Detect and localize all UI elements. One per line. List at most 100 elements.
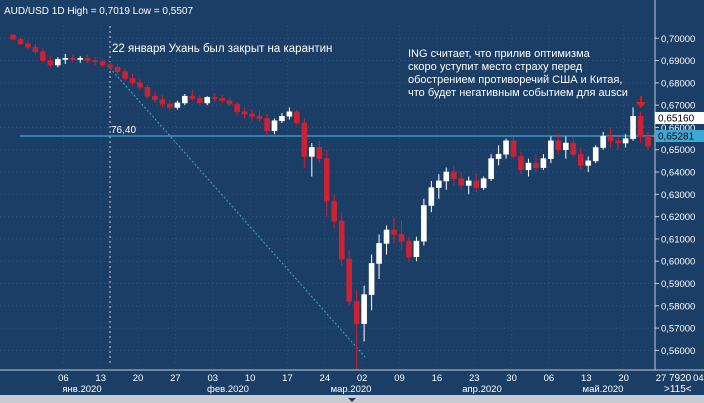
symbol-header: AUD/USD 1D High = 0,7019 Low = 0,5507 — [4, 6, 193, 17]
candle-body — [578, 154, 583, 165]
candle-body — [212, 97, 217, 98]
candle-body — [519, 156, 524, 169]
candle-body — [167, 104, 172, 107]
candle-body — [421, 205, 426, 241]
candle-body — [279, 116, 284, 120]
candle-body — [571, 143, 576, 154]
candle-body — [250, 114, 255, 116]
candle-body — [392, 230, 397, 234]
candle-body — [85, 58, 90, 60]
x-tick-label: 03 — [207, 373, 218, 384]
candle-body — [332, 201, 337, 221]
candle-body — [586, 161, 591, 165]
candle-body — [93, 61, 98, 62]
offset-indicator: >115< — [664, 384, 692, 395]
candle-body — [18, 39, 23, 43]
y-tick-label: 0,69000 — [661, 56, 695, 67]
candle-body — [130, 78, 135, 82]
wuhan-annotation: 22 января Ухань был закрыт на карантин — [112, 43, 332, 55]
x-tick-label: 16 — [432, 373, 443, 384]
x-month-label: май.2020 — [583, 384, 624, 395]
ing-annotation-line-1: ING считает, что прилив оптимизма — [408, 48, 591, 60]
candle-body — [451, 172, 456, 179]
y-tick-label: 0,56000 — [661, 346, 695, 357]
x-month-label: янв.2020 — [62, 384, 101, 395]
y-tick-label: 0,70000 — [661, 34, 695, 45]
candle-body — [481, 179, 486, 188]
candle-body — [377, 243, 382, 263]
candle-body — [257, 116, 262, 118]
y-axis-labels: 0,70000 0,69000 0,68000 0,67000 0,66000 0,650… — [655, 34, 695, 357]
x-tick-label: 30 — [506, 373, 517, 384]
candle-body — [444, 172, 449, 181]
candle-body — [175, 103, 180, 107]
candle-body — [123, 72, 128, 79]
y-tick-label: 0,65000 — [661, 145, 695, 156]
x-month-label: фев.2020 — [207, 384, 249, 395]
x-tick-label: 09 — [394, 373, 405, 384]
last-price-tag: 0,65160 — [655, 112, 704, 125]
x-tick-label: 13 — [581, 373, 592, 384]
candle-body — [70, 58, 75, 59]
candle-body — [294, 112, 299, 123]
x-tick-label: 24 — [320, 373, 331, 384]
candle-body — [220, 98, 225, 100]
x-tick-label: 13 — [95, 373, 106, 384]
candle-body — [511, 141, 516, 157]
candle-body — [362, 295, 367, 324]
y-tick-label: 0,61000 — [661, 234, 695, 245]
x-tick-label: 27 — [656, 373, 667, 384]
x-tick-label: 20 — [618, 373, 629, 384]
candle-body — [504, 141, 509, 154]
x-tick-label: 06 — [58, 373, 69, 384]
x-tick-label: 20 — [133, 373, 144, 384]
candle-body — [242, 112, 247, 114]
candle-body — [272, 121, 277, 131]
candle-body — [541, 159, 546, 168]
candle-body — [48, 61, 53, 65]
candle-body — [646, 136, 651, 146]
candle-body — [616, 141, 621, 143]
ing-annotation-line-4: что будет негативным событием для ausси — [408, 87, 628, 99]
candle-body — [115, 67, 120, 71]
x-tick-label: 04 — [693, 373, 704, 384]
candle-body — [145, 87, 150, 96]
x-tick-label: 23 — [469, 373, 480, 384]
candle-body — [33, 47, 38, 51]
candle-body — [489, 159, 494, 179]
candle-body — [152, 96, 157, 99]
candle-body — [429, 188, 434, 206]
candle-body — [302, 123, 307, 156]
candle-body — [354, 301, 359, 323]
candle-body — [324, 159, 329, 201]
candle-body — [227, 101, 232, 104]
y-tick-label: 0,68000 — [661, 78, 695, 89]
candle-body — [25, 44, 30, 47]
level-price-tag: 0,65281 — [655, 130, 704, 143]
candle-body — [369, 263, 374, 294]
candle-body — [608, 136, 613, 140]
candle-body — [108, 65, 113, 67]
candle-body — [533, 163, 538, 167]
x-tick-label: 02 — [357, 373, 368, 384]
candle-body — [55, 59, 60, 65]
level-label: 76,40 — [111, 125, 136, 136]
candle-body — [182, 96, 187, 103]
bar-count: 7920 — [669, 373, 692, 384]
x-tick-label: 27 — [170, 373, 181, 384]
candle-body — [496, 154, 501, 158]
candle-body — [205, 97, 210, 103]
candle-body — [317, 148, 322, 159]
candle-body — [548, 141, 553, 159]
candle-body — [235, 104, 240, 112]
y-tick-label: 0,60000 — [661, 257, 695, 268]
candle-body — [287, 112, 292, 116]
candle-body — [623, 139, 628, 143]
candle-body — [414, 241, 419, 257]
level-price-value: 0,65281 — [658, 132, 695, 143]
candle-body — [601, 136, 606, 147]
x-tick-label: 10 — [245, 373, 256, 384]
candle-body — [100, 62, 105, 65]
